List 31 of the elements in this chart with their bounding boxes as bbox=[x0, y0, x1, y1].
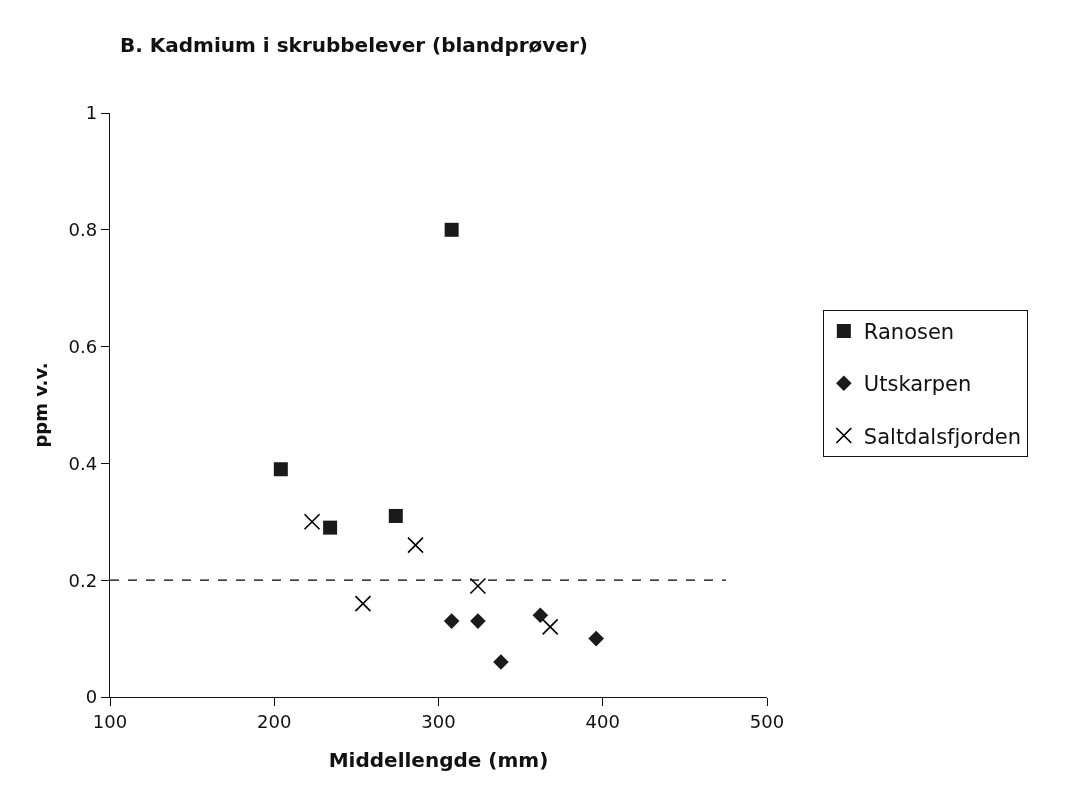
y-tick-label: 0.6 bbox=[68, 335, 98, 357]
y-tick-label: 0.4 bbox=[68, 452, 98, 474]
point bbox=[443, 613, 460, 629]
x-tick-label: 100 bbox=[92, 710, 128, 732]
point bbox=[444, 222, 459, 237]
point bbox=[303, 513, 321, 531]
point bbox=[388, 508, 403, 523]
y-tick-label: 0 bbox=[85, 686, 98, 708]
point bbox=[532, 607, 549, 624]
point bbox=[493, 654, 509, 670]
x-tick-label: 300 bbox=[421, 710, 456, 732]
point bbox=[354, 595, 372, 612]
legend-label: Saltdalsfjorden bbox=[863, 424, 1021, 449]
y-tick-label: 1 bbox=[85, 102, 98, 124]
point bbox=[469, 577, 487, 595]
point bbox=[323, 520, 338, 535]
legend-label: Ranosen bbox=[863, 320, 955, 345]
point bbox=[588, 630, 604, 647]
point bbox=[407, 536, 424, 554]
legend-label: Utskarpen bbox=[863, 372, 972, 397]
point bbox=[273, 462, 288, 477]
x-tick-label: 500 bbox=[749, 710, 785, 732]
x-axis-title: Middellengde (mm) bbox=[328, 748, 549, 773]
point bbox=[470, 613, 486, 629]
y-tick-label: 0.8 bbox=[68, 219, 98, 241]
x-tick-label: 200 bbox=[257, 710, 292, 732]
chart-title: B. Kadmium i skrubbelever (blandprøver) bbox=[120, 33, 588, 57]
y-axis-title: ppm v.v. bbox=[29, 362, 51, 448]
y-tick-label: 0.2 bbox=[68, 569, 98, 591]
x-tick-label: 400 bbox=[585, 710, 620, 732]
point bbox=[541, 618, 559, 636]
